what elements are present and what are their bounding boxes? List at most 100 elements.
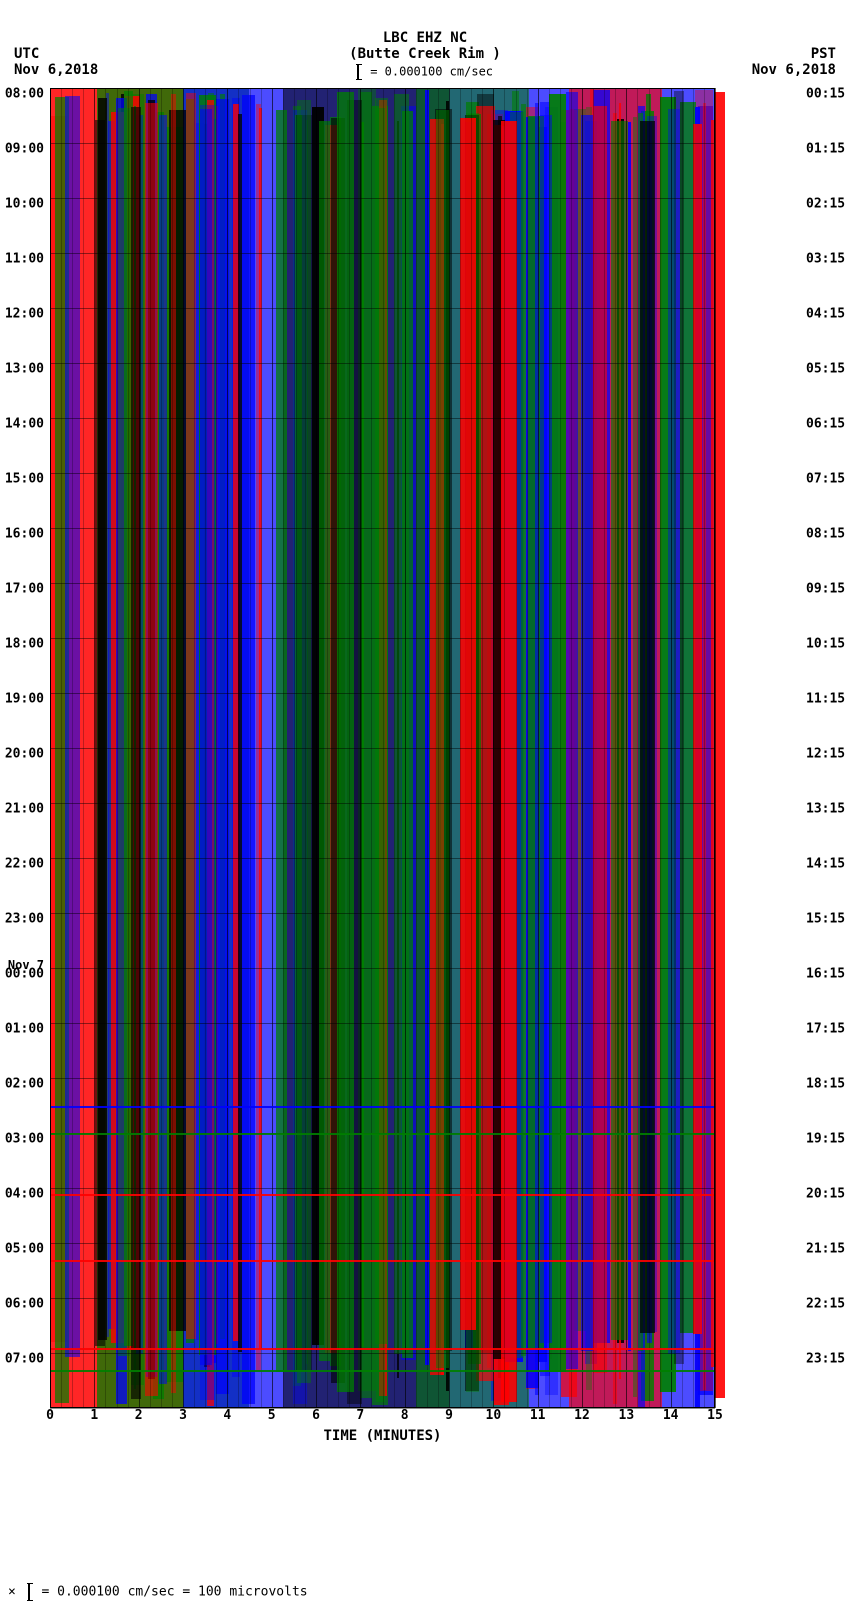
gridline-h: [50, 913, 715, 914]
x-tick: 11: [530, 1408, 546, 1423]
y-label-right: 16:15: [806, 967, 845, 982]
gridline-h: [50, 143, 715, 144]
trace-stripe: [242, 95, 255, 1405]
gridline-h: [50, 638, 715, 639]
y-label-left: 09:00: [5, 142, 44, 157]
gridline-h: [50, 1353, 715, 1354]
y-label-left: 10:00: [5, 197, 44, 212]
x-tick: 5: [268, 1408, 276, 1423]
trace-stripe: [521, 104, 526, 1355]
y-label-left: 11:00: [5, 252, 44, 267]
x-tick: 15: [707, 1408, 723, 1423]
y-label-right: 02:15: [806, 197, 845, 212]
x-tick: 9: [445, 1408, 453, 1423]
gridline-h: [50, 418, 715, 419]
x-tick: 12: [574, 1408, 590, 1423]
y-label-right: 12:15: [806, 747, 845, 762]
trace-stripe: [276, 110, 287, 1372]
footer-prefix: ×: [8, 1585, 16, 1600]
gridline-h: [50, 253, 715, 254]
x-tick: 14: [663, 1408, 679, 1423]
footer-bar-icon: [28, 1583, 30, 1601]
trace-stripe: [319, 121, 330, 1361]
amplitude-scale: = 0.000100 cm/sec: [0, 64, 850, 80]
y-label-left: 01:00: [5, 1022, 44, 1037]
trace-stripe: [376, 108, 385, 1402]
y-label-right: 01:15: [806, 142, 845, 157]
gridline-h: [50, 528, 715, 529]
y-label-left: 02:00: [5, 1077, 44, 1092]
x-tick: 3: [179, 1408, 187, 1423]
y-label-right: 19:15: [806, 1132, 845, 1147]
date-left: Nov 6,2018: [14, 62, 98, 78]
gridline-v-minor: [715, 88, 716, 1408]
x-tick: 2: [135, 1408, 143, 1423]
y-label-right: 18:15: [806, 1077, 845, 1092]
scale-text: = 0.000100 cm/sec: [370, 65, 493, 79]
y-label-right: 22:15: [806, 1297, 845, 1312]
gridline-h: [50, 1023, 715, 1024]
trace-stripe: [628, 122, 631, 1352]
gridline-h: [50, 88, 715, 89]
y-label-left: 06:00: [5, 1297, 44, 1312]
horizontal-trace: [50, 1260, 715, 1262]
horizontal-trace: [50, 1348, 715, 1350]
x-tick: 7: [356, 1408, 364, 1423]
gridline-h: [50, 693, 715, 694]
trace-stripe: [402, 111, 413, 1358]
gridline-h: [50, 198, 715, 199]
x-tick: 10: [486, 1408, 502, 1423]
gridline-h: [50, 1298, 715, 1299]
trace-stripe: [640, 121, 654, 1333]
y-label-left: 14:00: [5, 417, 44, 432]
horizontal-trace: [50, 1194, 715, 1196]
date-right: Nov 6,2018: [752, 62, 836, 78]
y-label-left: 08:00: [5, 87, 44, 102]
x-tick: 6: [312, 1408, 320, 1423]
gridline-h: [50, 968, 715, 969]
x-axis-labels: 0123456789101112131415: [50, 1408, 715, 1428]
gridline-h: [50, 1188, 715, 1189]
y-label-left: 17:00: [5, 582, 44, 597]
timezone-right: PST: [811, 46, 836, 62]
y-label-right: 06:15: [806, 417, 845, 432]
y-label-left: 13:00: [5, 362, 44, 377]
x-tick: 13: [619, 1408, 635, 1423]
gridline-h: [50, 1243, 715, 1244]
y-label-left: 04:00: [5, 1187, 44, 1202]
horizontal-trace: [50, 1370, 715, 1372]
y-label-right: 11:15: [806, 692, 845, 707]
y-label-right: 08:15: [806, 527, 845, 542]
trace-stripe: [200, 109, 212, 1365]
gridline-h: [50, 1078, 715, 1079]
y-label-right: 09:15: [806, 582, 845, 597]
y-label-left: 21:00: [5, 802, 44, 817]
trace-stripe: [297, 100, 311, 1383]
trace-stripe: [693, 124, 702, 1335]
y-label-right: 17:15: [806, 1022, 845, 1037]
x-tick: 0: [46, 1408, 54, 1423]
y-label-left: 05:00: [5, 1242, 44, 1257]
trace-stripe: [337, 92, 354, 1392]
y-label-right: 04:15: [806, 307, 845, 322]
gridline-h: [50, 748, 715, 749]
trace-stripe: [145, 103, 158, 1396]
trace-stripe: [668, 109, 680, 1354]
gridline-h: [50, 473, 715, 474]
gridline-h: [50, 803, 715, 804]
gridline-h: [50, 858, 715, 859]
y-label-right: 00:15: [806, 87, 845, 102]
timezone-left: UTC: [14, 46, 39, 62]
y-label-left: 07:00: [5, 1352, 44, 1367]
y-label-left: 18:00: [5, 637, 44, 652]
y-label-left: 16:00: [5, 527, 44, 542]
y-label-left: 23:00: [5, 912, 44, 927]
plot-background: [50, 88, 715, 1408]
gridline-h: [50, 363, 715, 364]
y-label-left: 03:00: [5, 1132, 44, 1147]
scale-bar-icon: [357, 64, 359, 80]
y-label-right: 14:15: [806, 857, 845, 872]
y-label-right: 13:15: [806, 802, 845, 817]
y-label-right: 21:15: [806, 1242, 845, 1257]
gridline-h: [50, 308, 715, 309]
